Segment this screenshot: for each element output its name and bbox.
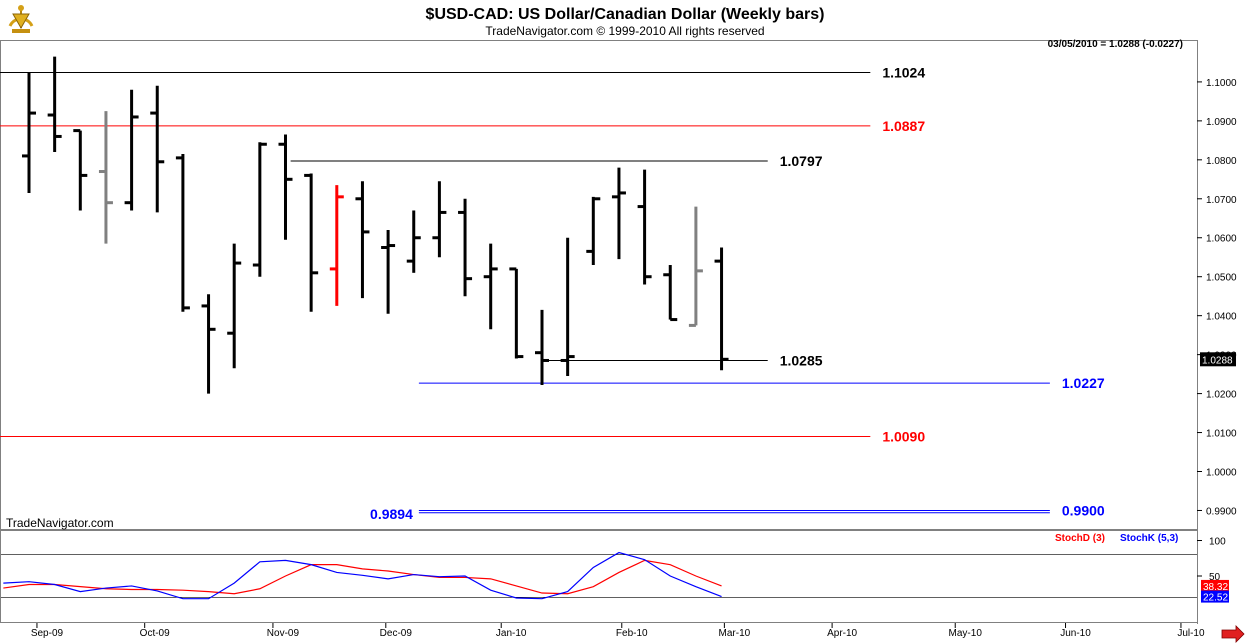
ohlc-bar <box>458 198 473 297</box>
ohlc-bar <box>201 294 216 394</box>
x-tick-label: Jan-10 <box>496 628 527 639</box>
x-tick-label: Apr-10 <box>827 628 857 639</box>
ohlc-bar <box>98 111 113 244</box>
ohlc-bar <box>150 85 165 213</box>
ohlc-bar <box>663 265 678 322</box>
x-tick-label: Mar-10 <box>719 628 751 639</box>
last-price-tag: 1.0288 <box>1200 352 1236 367</box>
stoch-tick-label: 100 <box>1209 537 1226 548</box>
ohlc-bar <box>227 243 242 369</box>
y-tick-label: 1.0800 <box>1206 156 1237 167</box>
level-label: 0.9900 <box>1062 502 1105 518</box>
ohlc-bar <box>406 210 421 273</box>
chart-subtitle: TradeNavigator.com © 1999-2010 All right… <box>485 24 764 38</box>
stoch-last-bg <box>1201 590 1229 603</box>
ohlc-bar <box>381 229 396 314</box>
x-tick-label: Nov-09 <box>267 628 300 639</box>
y-tick-label: 0.9900 <box>1206 506 1237 517</box>
x-tick-label: Feb-10 <box>616 628 648 639</box>
ohlc-bar <box>483 243 498 330</box>
ohlc-bar <box>304 173 319 312</box>
ohlc-bar <box>329 185 344 306</box>
ohlc-bar <box>560 237 575 377</box>
y-tick-label: 1.0000 <box>1206 468 1237 479</box>
stochastic-lines <box>1 551 1197 600</box>
stochastic-y-axis: 50 100 <box>1197 537 1226 583</box>
price-y-axis: 0.99001.00001.01001.02001.03001.04001.05… <box>1197 78 1237 517</box>
stoch-last-tag: 38.32 <box>1201 579 1229 593</box>
level-label: 0.9894 <box>370 506 413 522</box>
ohlc-bar <box>611 167 626 260</box>
level-label: 1.0090 <box>882 428 925 444</box>
stoch-last-value: 22.52 <box>1203 593 1228 604</box>
x-axis: Sep-09 Oct-09 Nov-09 Dec-09 Jan-10 Feb-10 Mar-… <box>31 623 1205 639</box>
ohlc-bar <box>47 56 62 153</box>
stochastic-panel <box>0 530 1198 623</box>
price-panel <box>0 40 1198 530</box>
ohlc-bar <box>252 142 267 277</box>
stoch-last-bg <box>1201 579 1229 592</box>
y-tick-label: 1.0700 <box>1206 195 1237 206</box>
price-levels: 1.1024 1.0887 1.0797 1.0285 1.0227 1.0090 0.99… <box>0 65 1105 522</box>
ohlc-bar <box>509 267 524 359</box>
level-label: 1.0285 <box>780 352 823 368</box>
legend-stochk: StochK (5,3) <box>1120 533 1178 544</box>
x-tick-label: Jul-10 <box>1177 628 1205 639</box>
y-tick-label: 1.0500 <box>1206 273 1237 284</box>
ohlc-bar <box>688 206 703 327</box>
chart-title: $USD-CAD: US Dollar/Canadian Dollar (Wee… <box>426 6 825 23</box>
stochk-line <box>3 551 722 600</box>
svg-text:1.0288: 1.0288 <box>1202 355 1233 366</box>
y-tick-label: 1.0900 <box>1206 117 1237 128</box>
ohlc-bar <box>278 134 293 240</box>
stochd-line <box>3 559 722 595</box>
ohlc-bar <box>175 153 190 312</box>
y-tick-label: 1.0400 <box>1206 312 1237 323</box>
price-bars <box>22 56 729 394</box>
ohlc-bar <box>124 89 139 211</box>
last-price-info: 03/05/2010 = 1.0288 (-0.0227) <box>1048 39 1183 50</box>
y-tick-label: 1.0100 <box>1206 429 1237 440</box>
x-tick-label: Jun-10 <box>1060 628 1091 639</box>
ohlc-bar <box>535 309 549 386</box>
y-tick-label: 1.1000 <box>1206 78 1237 89</box>
level-label: 1.0887 <box>882 118 925 134</box>
stoch-last-value: 38.32 <box>1203 582 1228 593</box>
x-tick-label: Dec-09 <box>380 628 413 639</box>
y-tick-label: 1.0600 <box>1206 234 1237 245</box>
stoch-last-tag: 22.52 <box>1201 590 1229 604</box>
ohlc-bar <box>22 72 36 193</box>
level-label: 1.0797 <box>780 153 823 169</box>
ohlc-bar <box>73 129 88 211</box>
ohlc-bar <box>355 181 370 299</box>
ohlc-bar <box>714 247 729 371</box>
ohlc-bar <box>432 181 447 258</box>
x-tick-label: Sep-09 <box>31 628 64 639</box>
x-tick-label: May-10 <box>949 628 983 639</box>
ohlc-bar <box>637 169 652 285</box>
sextant-logo-icon[interactable] <box>4 2 38 36</box>
legend-stochd: StochD (3) <box>1055 533 1105 544</box>
level-label: 1.1024 <box>882 65 925 81</box>
stoch-tick-label: 50 <box>1209 572 1221 583</box>
right-arrow-icon[interactable] <box>1221 625 1245 643</box>
y-tick-label: 1.0200 <box>1206 390 1237 401</box>
watermark: TradeNavigator.com <box>6 516 114 530</box>
x-tick-label: Oct-09 <box>140 628 170 639</box>
ohlc-bar <box>586 196 601 266</box>
level-label: 1.0227 <box>1062 375 1105 391</box>
